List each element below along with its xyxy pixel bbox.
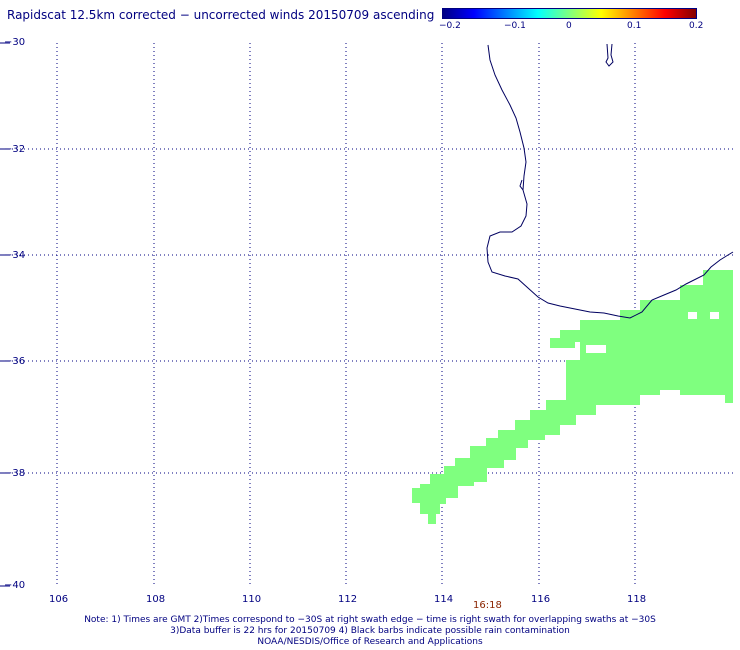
swath-gap [688, 312, 697, 319]
lon-label: 110 [242, 594, 262, 605]
coastline [486, 43, 734, 319]
swath-cell [725, 385, 733, 403]
pass-time: 16:18 [473, 600, 502, 611]
note-line-3: NOAA/NESDIS/Office of Research and Appli… [257, 637, 483, 647]
lat-label: −34 [4, 250, 26, 261]
lon-label: 112 [338, 594, 358, 605]
swath-cell [703, 270, 733, 290]
note-line-1: Note: 1) Times are GMT 2)Times correspon… [84, 615, 656, 625]
swath-cell [550, 338, 575, 348]
wind-swath [412, 270, 733, 524]
estuary-outline [519, 179, 524, 191]
map-title: Rapidscat 12.5km corrected − uncorrected… [7, 8, 435, 22]
lon-label: 116 [531, 594, 551, 605]
swath-cell [420, 500, 440, 514]
swath-gap [710, 312, 719, 319]
swath-cell [412, 488, 432, 503]
lat-label: −32 [4, 144, 26, 155]
lat-label: −36 [4, 356, 26, 367]
lon-label: 108 [146, 594, 166, 605]
swath-cell [428, 514, 436, 524]
colorbar-tick: 0.1 [627, 21, 642, 31]
lon-label: 118 [627, 594, 647, 605]
colorbar-tick: 0.2 [689, 21, 704, 31]
colorbar-tick: −0.2 [439, 21, 461, 31]
colorbar-tick: −0.1 [504, 21, 526, 31]
swath-gap [586, 345, 606, 353]
colorbar-tick: 0 [566, 21, 572, 31]
inland-lake-outline [605, 43, 614, 67]
lat-label: −38 [4, 468, 26, 479]
lat-label: −30 [4, 37, 26, 48]
lon-label: 114 [434, 594, 454, 605]
note-line-2: 3)Data buffer is 22 hrs for 20150709 4) … [170, 626, 570, 636]
colorbar [442, 8, 697, 19]
coastline-path [486, 44, 734, 319]
lon-label: 106 [49, 594, 69, 605]
lat-label: −40 [4, 580, 26, 591]
